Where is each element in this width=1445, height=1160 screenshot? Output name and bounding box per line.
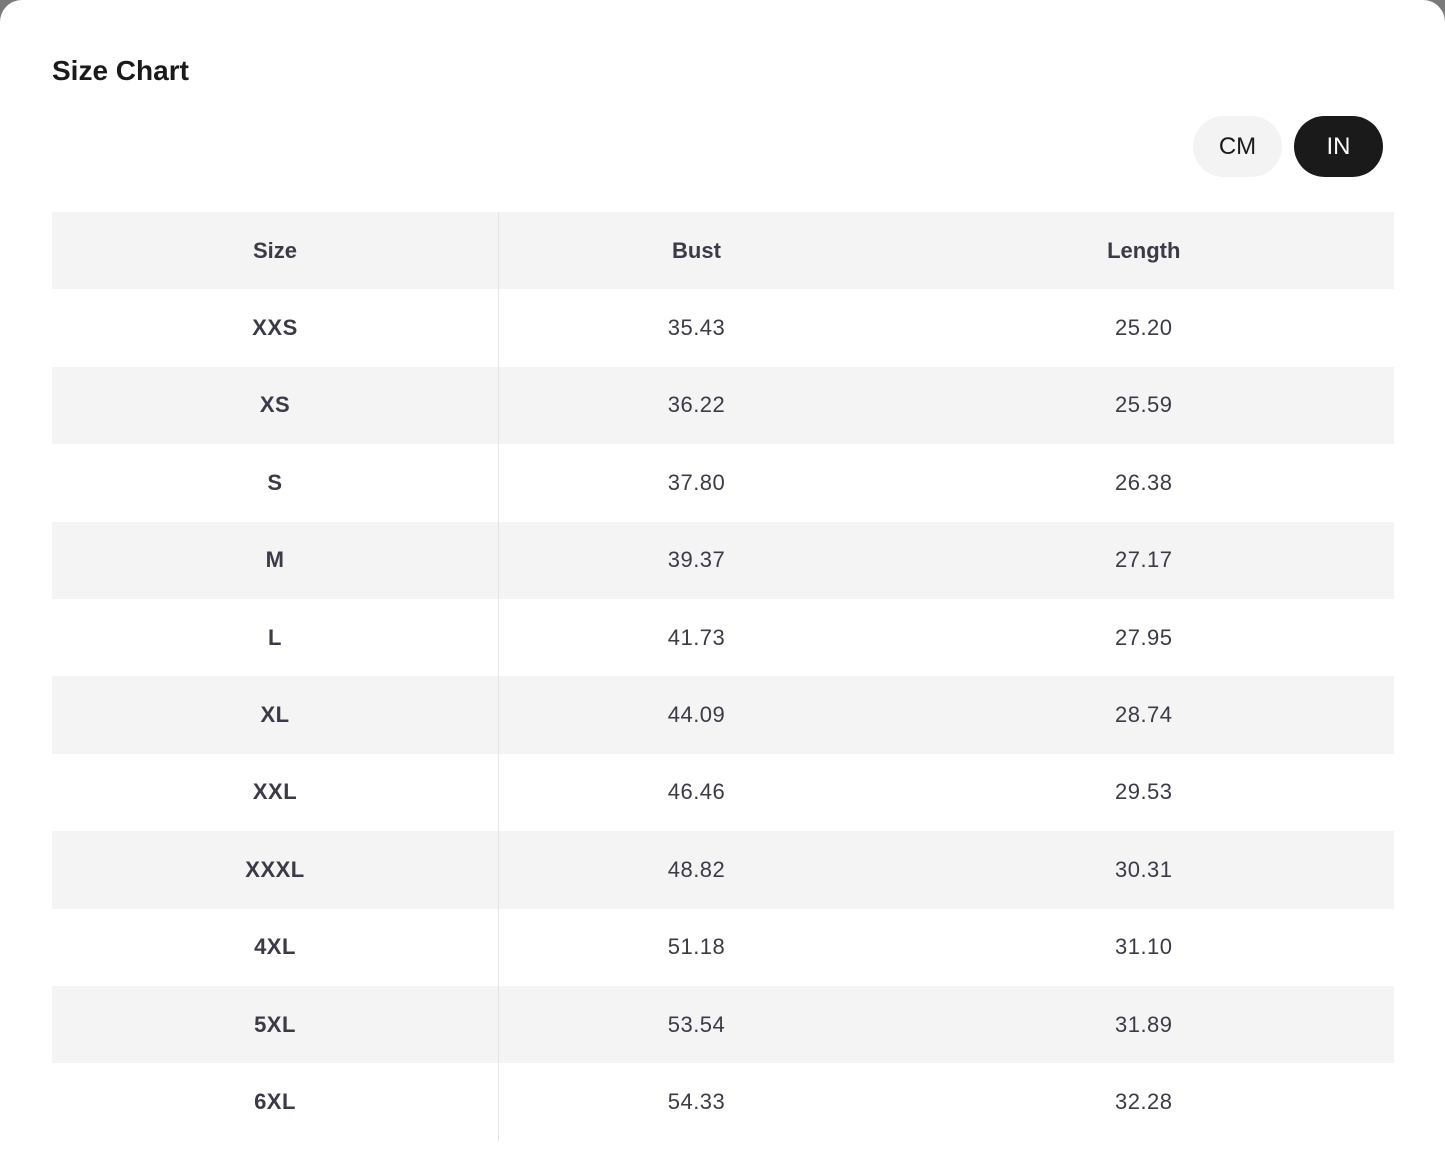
table-row: XXL 46.46 29.53 xyxy=(52,753,1394,832)
unit-cm-button[interactable]: CM xyxy=(1193,116,1282,177)
cell-bust: 39.37 xyxy=(498,521,894,599)
cell-size: M xyxy=(52,521,499,599)
unit-toggle: CM IN xyxy=(1193,116,1383,177)
table-row: L 41.73 27.95 xyxy=(52,598,1394,677)
unit-in-button[interactable]: IN xyxy=(1294,116,1383,177)
table-header-row: Size Bust Length xyxy=(52,212,1394,290)
cell-size: XS xyxy=(52,366,499,445)
table-row: 4XL 51.18 31.10 xyxy=(52,908,1394,986)
table-row: XXS 35.43 25.20 xyxy=(52,289,1394,367)
cell-bust: 54.33 xyxy=(667,1088,726,1114)
cell-length: 27.17 xyxy=(894,521,1394,599)
cell-size: L xyxy=(52,598,499,677)
header-size: Size xyxy=(52,212,499,290)
cell-length: 29.53 xyxy=(1114,779,1173,805)
cell-size: XL xyxy=(52,676,499,754)
table-row: S 37.80 26.38 xyxy=(52,444,1394,522)
cell-length: 30.31 xyxy=(894,831,1394,909)
cell-size: XXL xyxy=(52,753,499,832)
header-length: Length xyxy=(894,212,1394,290)
cell-bust: 37.80 xyxy=(667,469,726,495)
header-bust: Bust xyxy=(498,212,894,290)
page-title: Size Chart xyxy=(52,55,189,86)
cell-length: 27.95 xyxy=(1114,624,1173,650)
cell-size: XXS xyxy=(52,289,499,367)
cell-size: S xyxy=(52,444,499,522)
cell-bust: 41.73 xyxy=(667,624,726,650)
cell-bust: 53.54 xyxy=(498,985,894,1064)
cell-bust: 35.43 xyxy=(667,315,726,341)
cell-bust: 36.22 xyxy=(498,366,894,445)
cell-size: 5XL xyxy=(52,985,499,1064)
cell-bust: 44.09 xyxy=(498,676,894,754)
cell-length: 32.28 xyxy=(1114,1088,1173,1114)
cell-length: 31.10 xyxy=(1114,934,1173,960)
cell-size: 6XL xyxy=(52,1063,499,1141)
cell-length: 28.74 xyxy=(894,676,1394,754)
cell-length: 25.20 xyxy=(1114,315,1173,341)
table-row: 5XL 53.54 31.89 xyxy=(52,985,1394,1064)
table-row: M 39.37 27.17 xyxy=(52,521,1394,599)
cell-length: 26.38 xyxy=(1114,469,1173,495)
table-row: XS 36.22 25.59 xyxy=(52,366,1394,445)
table-row: XXXL 48.82 30.31 xyxy=(52,831,1394,909)
cell-length: 31.89 xyxy=(894,985,1394,1064)
cell-size: XXXL xyxy=(52,831,499,909)
size-table: Size Bust Length XXS 35.43 25.20 XS 36.22 25.… xyxy=(52,212,1394,1141)
cell-length: 25.59 xyxy=(894,366,1394,445)
cell-bust: 51.18 xyxy=(667,934,726,960)
cell-size: 4XL xyxy=(52,908,499,986)
cell-bust: 48.82 xyxy=(498,831,894,909)
table-row: XL 44.09 28.74 xyxy=(52,676,1394,754)
cell-bust: 46.46 xyxy=(667,779,726,805)
table-row: 6XL 54.33 32.28 xyxy=(52,1063,1394,1141)
